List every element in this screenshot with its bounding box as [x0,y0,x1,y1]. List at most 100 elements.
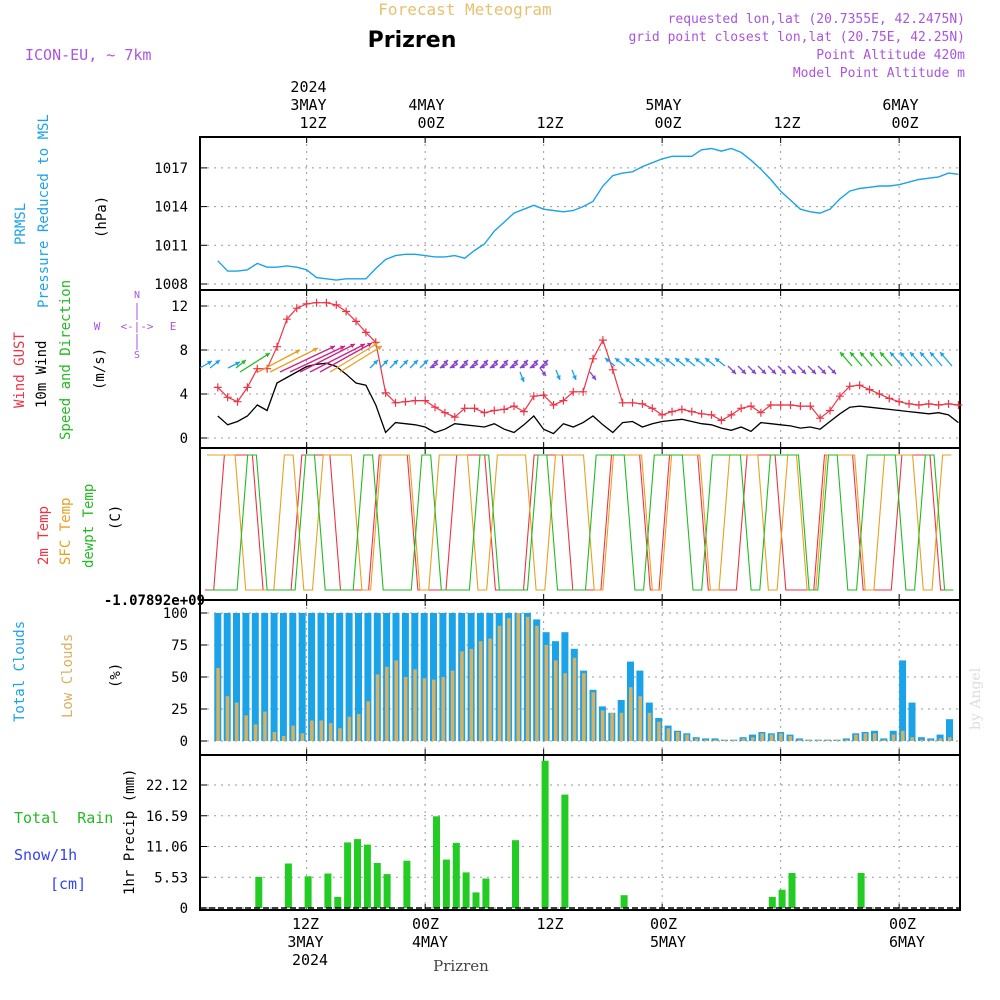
wind-arrow-shaft [329,342,379,373]
gust-marker [569,387,578,396]
low-cloud-bar [910,737,914,741]
low-cloud-bar [478,641,483,741]
wind-direction-arrow [319,342,373,373]
wind-arrow-head [373,360,378,365]
precip-ytick-label: 5.53 [154,870,188,886]
wind-arrow-head [520,363,525,369]
low-cloud-bar [450,670,455,741]
wind-arrow-shaft [299,343,356,373]
wind-arrow-head [265,353,270,358]
compass-e: E [170,320,177,333]
compass-arrows: <-|-> [120,320,153,333]
wind-arrow-head [503,360,508,365]
wind-direction-arrow [694,357,706,367]
wind-arrow-head [241,360,246,365]
low-cloud-bar [901,730,905,741]
wind-direction-arrow [299,343,356,373]
low-cloud-bar [760,733,764,741]
gust-marker [421,396,430,405]
wind-arrow-head [470,363,475,369]
rain-bar [373,863,381,908]
wind-direction-arrow [379,359,389,369]
point-altitude: Point Altitude 420m [816,48,965,63]
ms-unit-label: (m/s) [92,348,108,390]
wind-direction-arrow [389,359,399,369]
low-cloud-bar [788,735,792,741]
rain-bar [857,873,865,908]
wind-direction-arrow [909,351,923,367]
wind-arrow-head [615,358,620,363]
wind-arrow-head [350,343,355,349]
low-cloud-bar [291,725,295,741]
gust-marker [352,317,361,326]
rain-bar [620,895,628,908]
wind-arrow-head [880,352,885,357]
gust-marker [638,399,647,408]
gust-marker [450,413,459,422]
gust-marker [519,407,528,416]
wind-direction-arrow [235,359,247,369]
temp2m-label: 2m Temp [36,506,52,565]
low-cloud-bar [432,679,436,741]
gust-marker [529,392,538,401]
wind-direction-arrow [499,363,509,369]
pressure-line [217,147,959,281]
low-cloud-bar [225,696,230,741]
top-label-5may: 5MAY 00Z [645,96,690,132]
gust-marker [431,403,440,412]
wind-arrow-head [523,360,528,365]
low-cloud-bar [891,734,896,741]
chart-title: Forecast Meteogram [378,0,551,19]
wind-arrow-head [360,343,365,349]
gust-marker [233,397,242,406]
pressure-ytick-label: 1017 [154,161,188,177]
wind-arrow-head [870,352,875,357]
total-cloud-bar [430,613,437,741]
pressure-frame [199,136,961,291]
low-cloud-bar [797,739,802,741]
rain-bar [354,839,361,908]
wind-arrow-head [540,363,545,369]
wind-direction-arrow [939,351,953,367]
wind-arrow-shaft [319,342,373,373]
wind-arrow-head [655,358,660,363]
wind-arrow-head [453,360,458,365]
gust-marker [273,342,282,351]
wind-arrow-head [665,358,670,363]
low-cloud-bar [403,677,408,741]
low-cloud-bar [619,712,624,741]
wind-arrow-head [235,361,240,367]
gust-marker [737,404,746,413]
gust-marker [579,387,588,396]
wind-arrow-head [483,360,488,365]
wind-direction-arrow [519,363,529,369]
gust-marker [885,394,894,403]
gust-marker [381,388,390,397]
gust-marker [460,404,469,413]
total-cloud-bar [936,734,944,741]
wind-arrow-head [930,352,935,357]
gust-marker [687,407,696,416]
wind-arrow-head [440,363,445,369]
wind-arrow-head [920,352,925,357]
wind-direction-arrow [777,365,787,375]
clouds-ytick-label: 75 [171,638,188,654]
gust-marker [875,390,884,398]
dewpt-label: dewpt Temp [81,484,97,568]
low-clouds-label: Low Clouds [60,634,76,718]
gust-marker [658,410,667,419]
wind-arrow-head [741,369,746,374]
wind-direction-arrow [269,347,319,373]
wind-direction-arrow [555,369,561,381]
wind-direction-arrow [839,351,853,367]
bottom-label-6may: 00Z 6MAY [889,915,925,951]
wind-direction-arrow [849,351,863,367]
wind-arrow-head [751,369,756,374]
gust-marker [292,304,301,313]
low-cloud-bar [272,732,277,741]
gust-marker [934,401,943,409]
wind-direction-arrow [289,345,346,373]
total-cloud-bar [345,613,353,741]
gust-marker [697,409,706,418]
low-cloud-bar [422,678,427,741]
